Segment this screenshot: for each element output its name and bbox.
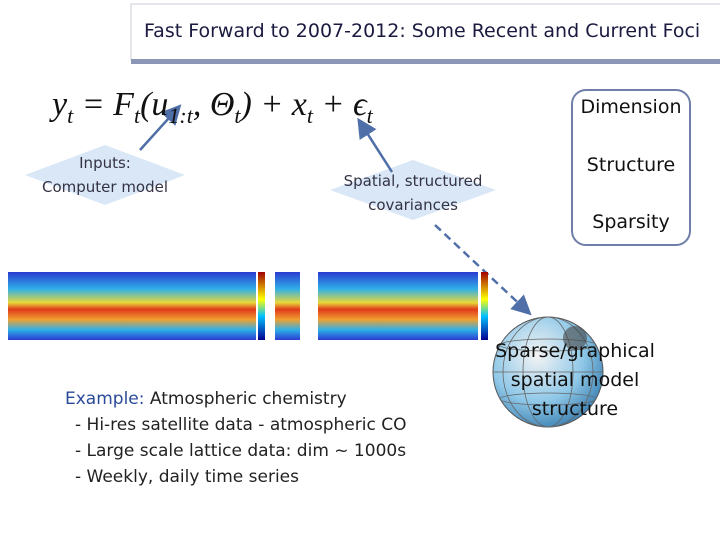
label-line: Computer model bbox=[41, 178, 169, 196]
equation-subscript: t bbox=[234, 103, 241, 128]
slide-title: Fast Forward to 2007-2012: Some Recent a… bbox=[144, 20, 701, 42]
colorbar bbox=[481, 272, 488, 340]
side-panel-box bbox=[571, 89, 691, 246]
heatmap bbox=[275, 272, 300, 340]
label-line: Spatial, structured bbox=[343, 172, 483, 190]
inputs-diamond bbox=[25, 145, 185, 205]
covariance-label: Spatial, structured covariances bbox=[344, 169, 483, 217]
example-item: - Weekly, daily time series bbox=[75, 467, 299, 487]
label-line: covariances bbox=[368, 196, 458, 214]
example-heading: Example: Atmospheric chemistry bbox=[65, 386, 406, 412]
equation-subscript: t bbox=[134, 103, 141, 128]
equation-part: + ϵ bbox=[313, 86, 368, 123]
colorbar bbox=[258, 272, 265, 340]
equation-subscript: 1:t bbox=[168, 103, 193, 128]
equation-part: ) + x bbox=[239, 86, 307, 123]
example-text: Atmospheric chemistry bbox=[149, 389, 347, 409]
example-item: - Hi-res satellite data - atmospheric CO bbox=[75, 415, 407, 435]
equation-part: y bbox=[49, 86, 68, 123]
equation-part: , Θ bbox=[193, 86, 235, 123]
equation-part: (u bbox=[140, 86, 168, 123]
dashed-arrow bbox=[434, 224, 532, 316]
heatmaps bbox=[8, 272, 488, 340]
covariance-diamond bbox=[330, 160, 496, 220]
side-panel-item: Structure bbox=[586, 154, 676, 176]
example-item: - Large scale lattice data: dim ~ 1000s bbox=[75, 441, 407, 461]
globe bbox=[492, 316, 604, 428]
example-block: Example: Atmospheric chemistry - Hi-res … bbox=[65, 386, 406, 490]
caption-line: spatial model bbox=[510, 369, 640, 391]
caption-line: Sparse/graphical bbox=[495, 340, 655, 362]
equation-subscript: t bbox=[307, 103, 314, 128]
equation-subscript: t bbox=[367, 103, 374, 128]
inputs-arrow bbox=[139, 104, 182, 151]
label-line: Inputs: bbox=[79, 154, 131, 172]
side-panel-item: Sparsity bbox=[592, 211, 670, 233]
equation: yt = Ft(u1:t, Θt) + xt + ϵt bbox=[49, 86, 374, 128]
caption-line: structure bbox=[531, 398, 619, 420]
heatmap bbox=[8, 272, 256, 340]
globe-caption: Sparse/graphical spatial model structure bbox=[495, 337, 655, 424]
equation-part: = F bbox=[73, 86, 135, 123]
title-rule bbox=[131, 59, 720, 64]
inputs-label: Inputs: Computer model bbox=[42, 151, 168, 199]
covariance-arrow bbox=[357, 117, 394, 173]
example-label: Example: bbox=[65, 389, 145, 409]
side-panel-item: Dimension bbox=[580, 96, 682, 118]
equation-subscript: t bbox=[67, 103, 74, 128]
heatmap bbox=[318, 272, 478, 340]
